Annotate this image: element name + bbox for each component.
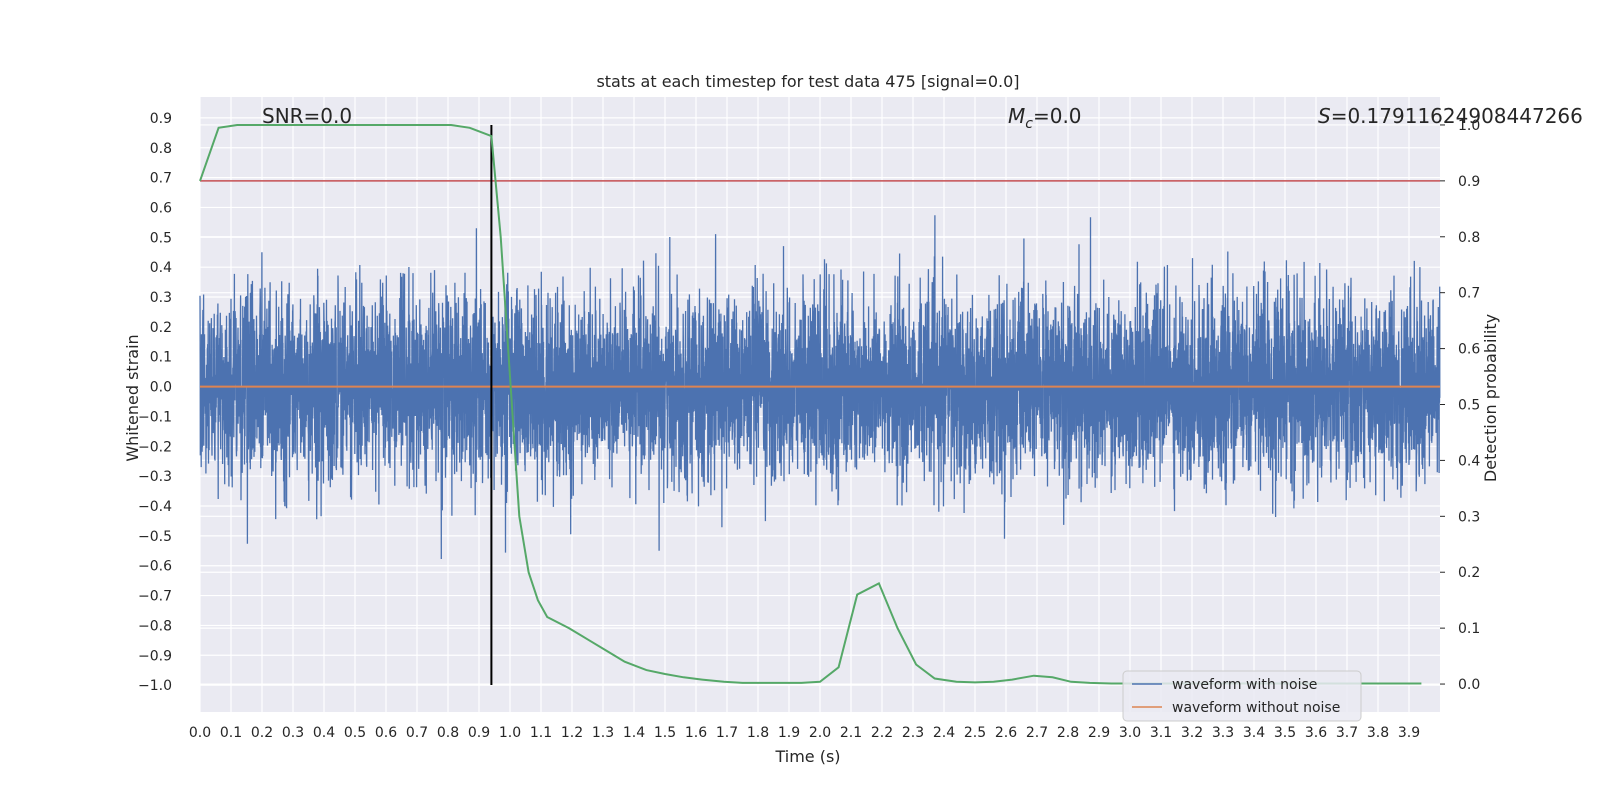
x-tick-label: 3.2 [1181, 725, 1203, 741]
y2-axis-ticks: 1.0 0.9 0.8 0.7 0.6 0.5 0.4 0.3 0.2 0.1 0.0 [1440, 118, 1480, 693]
x-tick-label: 2.3 [902, 725, 924, 741]
y2-tick-label: 0.3 [1458, 509, 1480, 525]
x-tick-label: 3.7 [1336, 725, 1358, 741]
y2-tick-label: 0.0 [1458, 677, 1480, 693]
y2-tick-label: 0.5 [1458, 398, 1480, 414]
x-tick-label: 2.7 [1026, 725, 1048, 741]
y-tick-label: −1.0 [138, 678, 172, 694]
chirp-mass-value: =0.0 [1033, 104, 1082, 128]
y-tick-label: −0.8 [138, 618, 172, 634]
x-tick-label: 2.4 [933, 725, 955, 741]
y2-tick-label: 0.7 [1458, 286, 1480, 302]
x-tick-label: 0.0 [189, 725, 211, 741]
x-tick-label: 3.5 [1274, 725, 1296, 741]
legend-box [1122, 670, 1362, 722]
x-tick-label: 1.8 [747, 725, 769, 741]
chart-title: stats at each timestep for test data 475… [596, 72, 1019, 91]
y-tick-label: −0.7 [138, 589, 172, 605]
x-tick-label: 1.5 [654, 725, 676, 741]
x-tick-label: 1.4 [623, 725, 645, 741]
y-tick-label: −0.3 [138, 469, 172, 485]
y-tick-label: 0.5 [150, 230, 172, 246]
x-tick-label: 2.9 [1088, 725, 1110, 741]
x-tick-label: 3.6 [1305, 725, 1327, 741]
y-tick-label: 0.4 [150, 260, 172, 276]
x-tick-label: 1.6 [685, 725, 707, 741]
waveform-with-noise-line [199, 215, 1441, 560]
x-tick-label: 0.7 [406, 725, 428, 741]
y2-tick-label: 0.2 [1458, 565, 1480, 581]
y-tick-label: 0.1 [150, 350, 172, 366]
x-tick-label: 1.3 [592, 725, 614, 741]
y-tick-label: 0.8 [150, 141, 172, 157]
y-tick-label: −0.2 [138, 439, 172, 455]
x-tick-label: 0.8 [437, 725, 459, 741]
x-tick-label: 2.2 [871, 725, 893, 741]
y-tick-label: −0.9 [138, 648, 172, 664]
x-tick-label: 2.8 [1057, 725, 1079, 741]
x-tick-label: 0.2 [251, 725, 273, 741]
y-tick-label: 0.9 [150, 111, 172, 127]
chirp-mass-symbol: M [1008, 104, 1025, 128]
y-tick-label: −0.1 [138, 409, 172, 425]
legend-label-noise: waveform with noise [1172, 677, 1317, 693]
x-tick-label: 3.8 [1367, 725, 1389, 741]
x-axis-ticks: 0.0 0.1 0.2 0.3 0.4 0.5 0.6 0.7 0.8 0.9 1.0 1.1 1.2 1… [189, 725, 1420, 741]
legend-label-clean: waveform without noise [1172, 700, 1340, 716]
s-value: =0.17911624908447266 [1331, 104, 1583, 128]
x-tick-label: 1.7 [716, 725, 738, 741]
s-symbol: S [1318, 104, 1331, 128]
x-tick-label: 3.1 [1150, 725, 1172, 741]
snr-annotation: SNR=0.0 [262, 104, 352, 128]
x-tick-label: 1.2 [561, 725, 583, 741]
x-tick-label: 3.4 [1243, 725, 1265, 741]
x-tick-label: 0.9 [468, 725, 490, 741]
y-tick-label: 0.2 [150, 320, 172, 336]
y2-tick-label: 0.1 [1458, 621, 1480, 637]
y-tick-label: −0.6 [138, 559, 172, 575]
y2-axis-label: Detection probability [1481, 314, 1500, 482]
y-tick-label: 0.7 [150, 171, 172, 187]
x-tick-label: 1.9 [778, 725, 800, 741]
y2-tick-label: 0.4 [1458, 453, 1480, 469]
x-tick-label: 2.5 [964, 725, 986, 741]
series-waveform-with-noise [199, 215, 1441, 560]
legend: waveform with noise waveform without noi… [1122, 670, 1362, 722]
y-axis-label: Whitened strain [123, 334, 142, 461]
x-tick-label: 0.4 [313, 725, 335, 741]
x-tick-label: 0.1 [220, 725, 242, 741]
x-tick-label: 2.6 [995, 725, 1017, 741]
y2-tick-label: 0.9 [1458, 174, 1480, 190]
x-tick-label: 0.5 [344, 725, 366, 741]
y-tick-label: 0.6 [150, 200, 172, 216]
x-tick-label: 3.0 [1119, 725, 1141, 741]
chirp-mass-annotation: Mc=0.0 [1008, 104, 1082, 132]
x-tick-label: 0.6 [375, 725, 397, 741]
x-tick-label: 2.1 [840, 725, 862, 741]
x-tick-label: 3.3 [1212, 725, 1234, 741]
x-tick-label: 1.1 [530, 725, 552, 741]
x-tick-label: 3.9 [1398, 725, 1420, 741]
x-tick-label: 1.0 [499, 725, 521, 741]
y-tick-label: −0.5 [138, 529, 172, 545]
y-tick-label: 0.3 [150, 290, 172, 306]
y-tick-label: −0.4 [138, 499, 172, 515]
s-annotation: S=0.17911624908447266 [1318, 104, 1583, 128]
y-axis-ticks: 0.9 0.8 0.7 0.6 0.5 0.4 0.3 0.2 0.1 0.0 −0.1 −0.2 −0… [138, 111, 172, 694]
y2-tick-label: 0.8 [1458, 230, 1480, 246]
x-tick-label: 2.0 [809, 725, 831, 741]
y2-tick-label: 0.6 [1458, 342, 1480, 358]
chirp-mass-subscript: c [1025, 116, 1033, 132]
x-tick-label: 0.3 [282, 725, 304, 741]
x-axis-label: Time (s) [774, 747, 840, 766]
y2-tick-label: 1.0 [1458, 118, 1480, 134]
y-tick-label: 0.0 [150, 380, 172, 396]
